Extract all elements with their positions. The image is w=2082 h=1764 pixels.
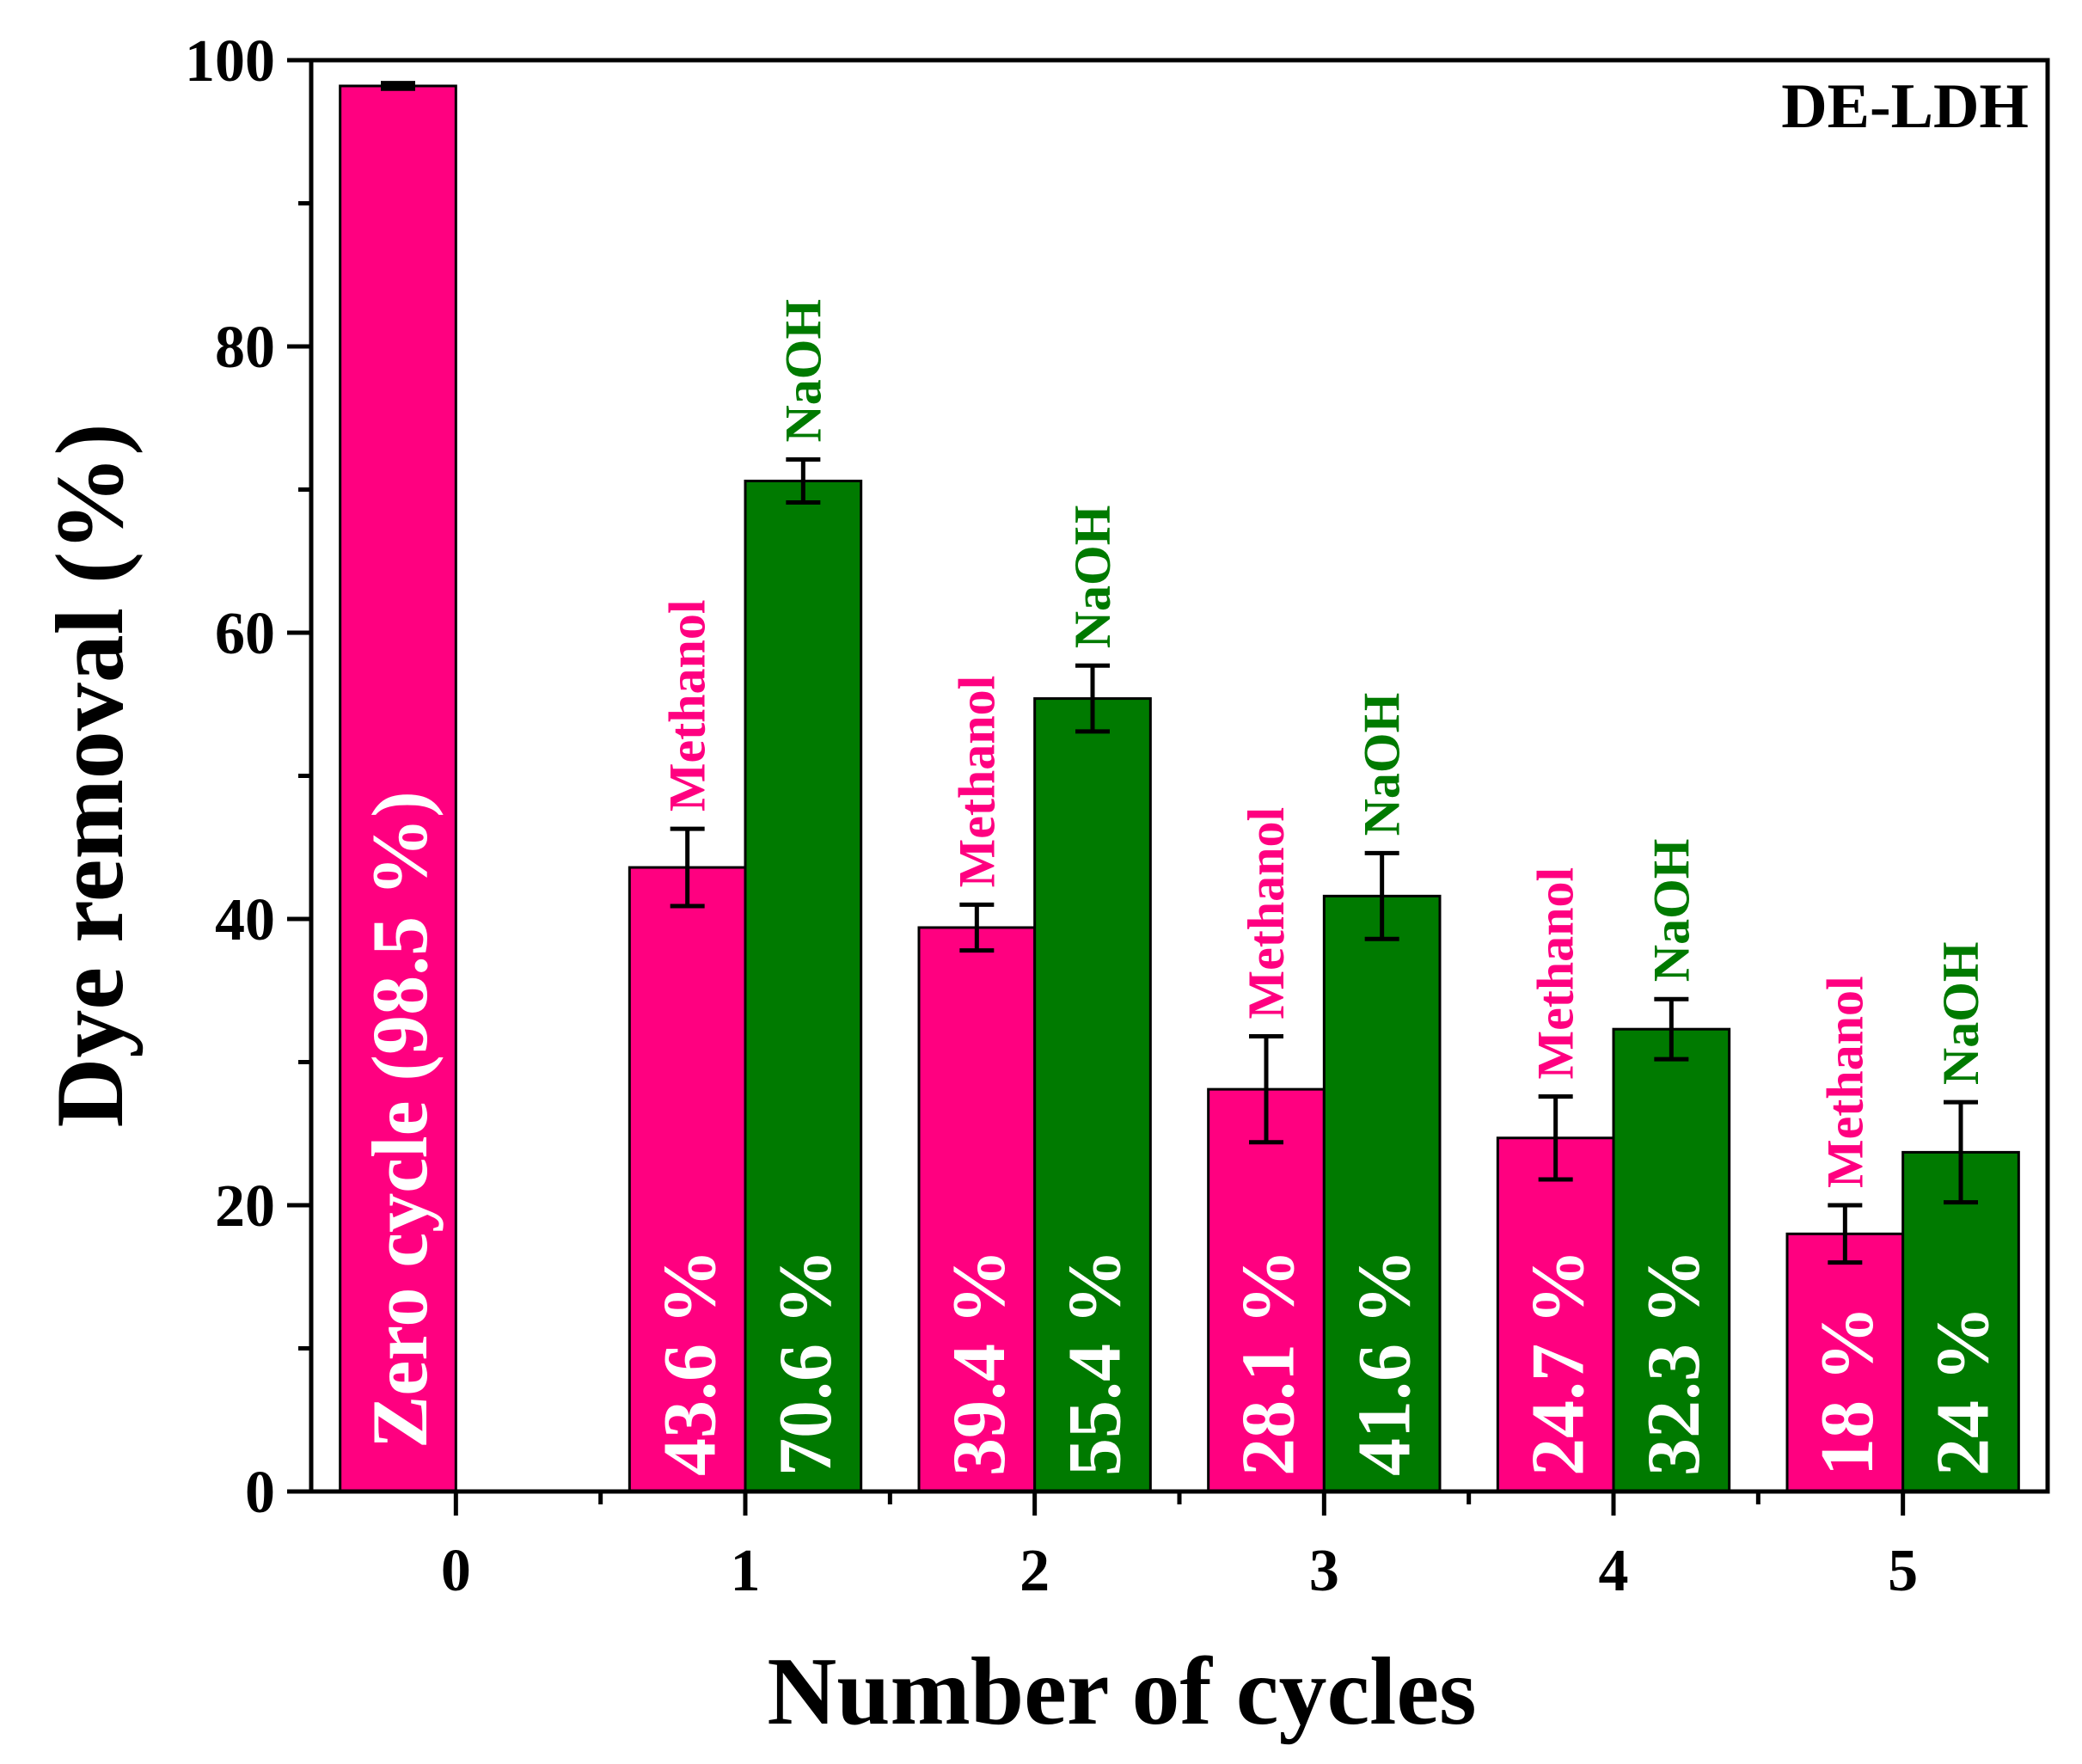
- y-tick-label-20: 20: [215, 1173, 275, 1240]
- bar-naoh-2: [1033, 697, 1152, 1493]
- x-axis: 0 1 2 3 4 5: [441, 1491, 1918, 1604]
- bar-naoh-3: [1322, 894, 1442, 1493]
- value-label-naoh-5: 24 %: [1922, 1306, 2005, 1476]
- error-bar-methanol-1: [670, 826, 705, 909]
- value-label-methanol-2: 39.4 %: [938, 1249, 1021, 1476]
- error-bar-naoh-4: [1654, 996, 1689, 1062]
- x-axis-label: Number of cycles: [767, 1638, 1476, 1745]
- error-bar-methanol-2: [959, 902, 995, 953]
- error-bar-naoh-1: [786, 457, 821, 505]
- x-tick-label-3: 3: [1309, 1538, 1339, 1604]
- value-label-methanol-5: 18 %: [1806, 1306, 1889, 1476]
- value-label-naoh-3: 41.6 %: [1343, 1249, 1426, 1476]
- series-label-methanol-3: Methanol: [1238, 807, 1295, 1020]
- x-tick-label-5: 5: [1888, 1538, 1918, 1604]
- series-label-methanol-1: Methanol: [659, 599, 716, 812]
- value-label-naoh-2: 55.4 %: [1054, 1249, 1137, 1476]
- error-bars-layer: [381, 81, 1978, 1265]
- series-label-methanol-5: Methanol: [1816, 976, 1873, 1188]
- series-label-naoh-2: NaOH: [1064, 505, 1121, 649]
- error-bar-naoh-5: [1944, 1099, 1978, 1205]
- value-label-methanol-1: 43.6 %: [648, 1249, 732, 1476]
- y-tick-label-80: 80: [215, 315, 275, 381]
- series-label-naoh-3: NaOH: [1354, 693, 1411, 836]
- error-bar-methanol-4: [1538, 1093, 1573, 1182]
- error-bar-naoh-3: [1364, 850, 1399, 941]
- y-tick-label-0: 0: [245, 1460, 275, 1526]
- series-label-naoh-5: NaOH: [1932, 941, 1989, 1085]
- series-label-methanol-4: Methanol: [1528, 867, 1584, 1080]
- y-axis-label: Dye removal (%): [37, 424, 144, 1128]
- x-tick-label-0: 0: [441, 1538, 471, 1604]
- bar-methanol-0: [339, 84, 457, 1493]
- series-label-naoh-1: NaOH: [775, 299, 831, 443]
- x-tick-label-1: 1: [731, 1538, 761, 1604]
- bar-labels-layer: Zero cycle (98.5 %) 43.6 % Methanol 39.4 % M…: [356, 299, 2005, 1476]
- series-label-methanol-2: Methanol: [948, 676, 1005, 888]
- y-tick-label-40: 40: [215, 887, 275, 953]
- bar-naoh-1: [744, 480, 863, 1493]
- value-label-methanol-4: 24.7 %: [1516, 1249, 1600, 1476]
- error-bar-methanol-5: [1828, 1203, 1863, 1265]
- series-label-naoh-4: NaOH: [1643, 839, 1699, 983]
- value-label-naoh-4: 32.3 %: [1632, 1249, 1716, 1476]
- error-bar-naoh-2: [1075, 663, 1110, 734]
- value-label-methanol-3: 28.1 %: [1228, 1249, 1311, 1476]
- bar-methanol-2: [917, 926, 1037, 1493]
- value-label-methanol-0: Zero cycle (98.5 %): [356, 791, 444, 1449]
- y-axis: 0 20 40 60 80 100: [185, 28, 311, 1526]
- error-bar-methanol-0: [381, 81, 415, 91]
- x-tick-label-2: 2: [1020, 1538, 1050, 1604]
- bars-layer: [339, 84, 2020, 1493]
- y-tick-label-60: 60: [215, 601, 275, 667]
- plot-area: [311, 60, 2048, 1491]
- chart-annotation: DE-LDH: [1781, 71, 2029, 142]
- x-tick-label-4: 4: [1599, 1538, 1629, 1604]
- y-tick-label-100: 100: [185, 28, 275, 95]
- value-label-naoh-1: 70.6 %: [764, 1249, 848, 1476]
- error-bar-methanol-3: [1249, 1034, 1283, 1145]
